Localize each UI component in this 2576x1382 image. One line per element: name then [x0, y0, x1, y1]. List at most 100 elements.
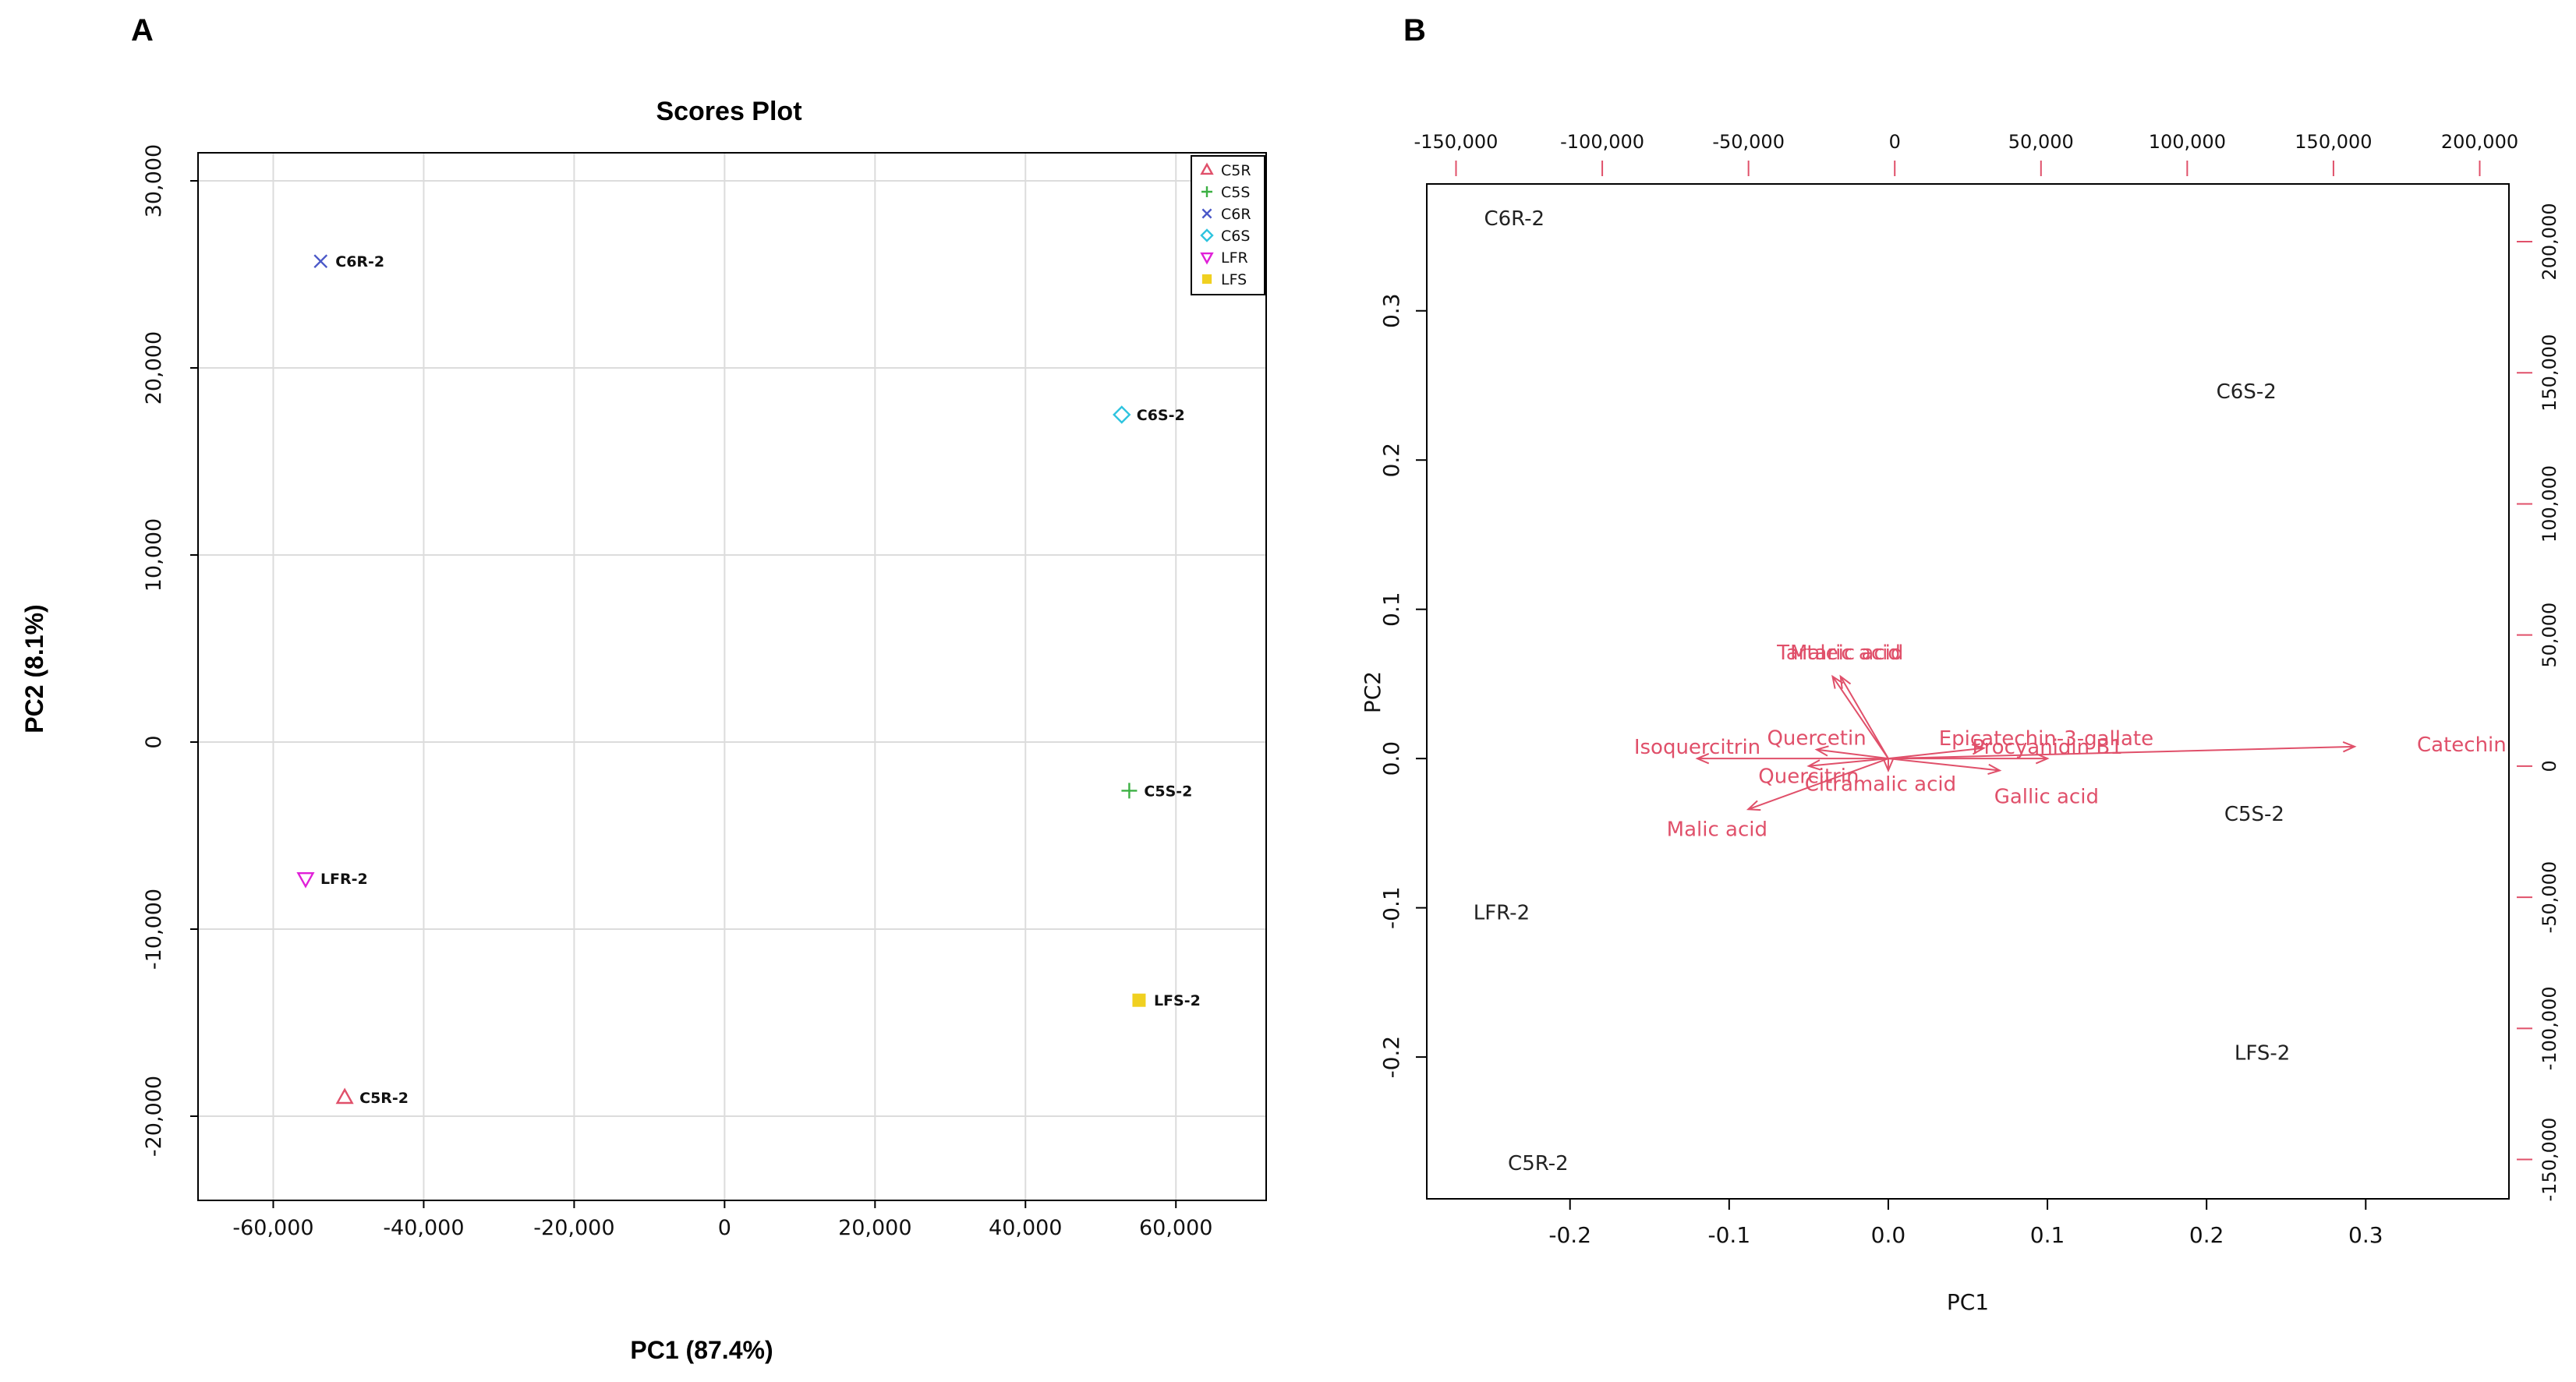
loading-arrow [1816, 748, 1889, 760]
legend-marker [1200, 162, 1214, 175]
loading-arrow [1888, 758, 2000, 772]
loading-arrow [1808, 758, 1889, 767]
right-tick-label: 0 [2539, 760, 2560, 772]
legend-marker [1201, 208, 1212, 219]
top-tick-label: 150,000 [2295, 131, 2372, 153]
loading-label: Isoquercitrin [1634, 736, 1760, 759]
loading-label: Maleic acid [1790, 642, 1903, 665]
loading-arrowhead [1971, 744, 1986, 755]
top-tick-label: 0 [1889, 131, 1901, 153]
loading-arrowhead [1806, 759, 1821, 771]
loading-arrow [1888, 747, 1984, 760]
y-tick-label: -10,000 [142, 889, 166, 970]
x-tick-label: -0.2 [1548, 1222, 1591, 1248]
score-label: C5R-2 [1508, 1152, 1569, 1175]
data-point [313, 254, 328, 269]
right-tick-label: 50,000 [2539, 603, 2560, 668]
x-tick-label: 0.2 [2189, 1222, 2224, 1248]
legend-marker [1201, 186, 1212, 197]
right-tick-label: -150,000 [2539, 1118, 2560, 1202]
y-tick-label: 0.3 [1378, 293, 1404, 328]
plot-frame [197, 152, 1267, 1201]
top-tick-label: -100,000 [1560, 131, 1644, 153]
y-tick-label: 20,000 [142, 331, 166, 405]
loading-label: Citramalic acid [1805, 772, 1956, 796]
loading-arrowhead [1987, 763, 2002, 776]
top-tick-label: -150,000 [1414, 131, 1499, 153]
plot-frame [1426, 183, 2510, 1200]
score-label: C5S-2 [2224, 803, 2284, 826]
right-tick-label: -50,000 [2539, 861, 2560, 934]
loading-label: Catechin [2417, 733, 2507, 757]
y-tick-label: -0.2 [1378, 1036, 1404, 1079]
score-label: LFR-2 [1474, 901, 1530, 924]
legend-box [1191, 155, 1265, 295]
x-tick-label: -20,000 [533, 1216, 614, 1240]
loading-label: Quercitrin [1758, 765, 1859, 789]
legend-label: LFR [1221, 249, 1248, 267]
data-point [296, 871, 315, 889]
loading-label: Tartaric acid [1776, 642, 1901, 665]
legend-label: C6S [1221, 228, 1250, 245]
legend-marker [1200, 252, 1214, 265]
loading-arrow [1888, 745, 2355, 760]
legend-label: C6R [1221, 206, 1251, 223]
top-tick-label: 100,000 [2149, 131, 2226, 153]
score-label: C6S-2 [2217, 380, 2277, 404]
x-axis-title: PC1 [1947, 1289, 1989, 1315]
x-tick-label: 0.0 [1871, 1222, 1906, 1248]
x-tick-label: 0.3 [2348, 1222, 2383, 1248]
loading-arrowhead [1695, 753, 1710, 765]
panel-b-label: B [1403, 13, 1426, 48]
data-point [1121, 783, 1138, 799]
loading-arrow [1839, 676, 1889, 759]
x-tick-label: 0 [718, 1216, 731, 1240]
right-tick-label: 200,000 [2539, 203, 2560, 280]
loading-arrowhead [1831, 674, 1844, 689]
loading-arrowhead [1839, 674, 1852, 689]
right-tick-label: -100,000 [2539, 986, 2560, 1070]
legend-label: LFS [1221, 271, 1247, 288]
y-axis-title: PC2 [1360, 671, 1385, 713]
legend-marker [1201, 274, 1212, 285]
y-tick-label: 0.0 [1378, 741, 1404, 776]
y-tick-label: 0.1 [1378, 592, 1404, 627]
y-tick-label: -20,000 [142, 1076, 166, 1157]
point-label: C5S-2 [1144, 783, 1192, 800]
y-tick-label: -0.1 [1378, 886, 1404, 929]
loading-label: Malic acid [1667, 818, 1767, 841]
point-label: LFS-2 [1154, 992, 1201, 1009]
data-point [335, 1087, 354, 1105]
y-tick-label: 0 [142, 735, 166, 748]
x-tick-label: -40,000 [383, 1216, 464, 1240]
scores-plot: Scores Plot -60,000 -40,000 -20,000 0 20,000 4… [20, 97, 1267, 1364]
data-point [1113, 405, 1131, 424]
panel-a-label: A [131, 13, 154, 48]
right-tick-label: 150,000 [2539, 334, 2560, 412]
x-tick-label: 60,000 [1139, 1216, 1212, 1240]
top-tick-label: 50,000 [2008, 131, 2074, 153]
y-tick-label: 0.2 [1378, 443, 1404, 478]
y-tick-label: 10,000 [142, 518, 166, 592]
loading-arrow [1831, 676, 1889, 759]
loading-label: Epicatechin-3-gallate [1939, 727, 2153, 751]
loading-arrowhead [2035, 753, 2050, 765]
loading-label: Procyanidin B1 [1972, 736, 2122, 759]
chart-title: Scores Plot [656, 97, 801, 126]
point-label: LFR-2 [320, 871, 368, 888]
top-tick-label: 200,000 [2441, 131, 2518, 153]
score-label: C6R-2 [1484, 207, 1545, 231]
y-tick-label: 30,000 [142, 144, 166, 217]
x-axis-title: PC1 (87.4%) [630, 1336, 773, 1364]
y-axis-title: PC2 (8.1%) [20, 604, 48, 733]
point-label: C6S-2 [1137, 407, 1185, 424]
loading-label: Gallic acid [1994, 785, 2099, 808]
legend-label: C5S [1221, 184, 1250, 201]
legend-marker [1200, 228, 1214, 242]
x-tick-label: 40,000 [989, 1216, 1062, 1240]
score-label: LFS-2 [2235, 1041, 2290, 1065]
loading-arrowhead [1882, 758, 1895, 773]
right-tick-label: 100,000 [2539, 465, 2560, 543]
